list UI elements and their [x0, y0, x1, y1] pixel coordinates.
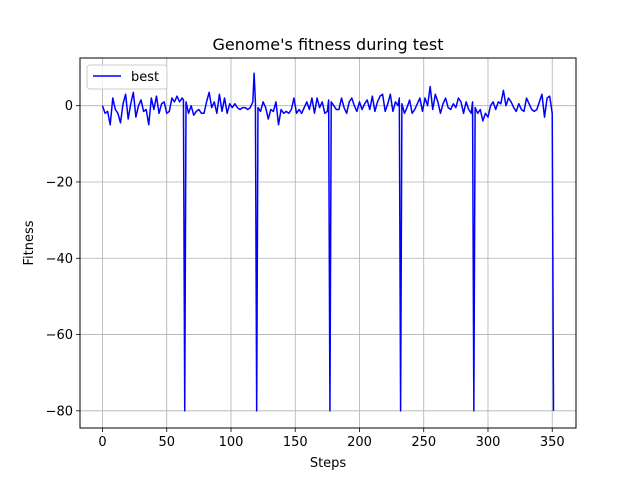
x-tick-label: 300	[476, 435, 501, 450]
x-tick-label: 100	[219, 435, 244, 450]
plot-frame	[79, 57, 577, 429]
x-tick-label: 0	[98, 435, 106, 450]
axis-ticks: 0 50 100 150 200 250 300 350 −80 −60 −40 −20 0	[46, 99, 565, 450]
series-lines	[101, 72, 555, 412]
chart-title: Genome's fitness during test	[213, 35, 444, 54]
x-axis-title: Steps	[310, 456, 347, 471]
legend-box	[86, 64, 168, 90]
x-tick-label: 350	[540, 435, 565, 450]
y-tick-label: −60	[46, 328, 73, 343]
legend: best	[86, 64, 168, 90]
x-tick-label: 150	[283, 435, 308, 450]
series-line-best	[101, 72, 555, 412]
y-axis-title: Fitness	[22, 220, 37, 265]
y-tick-label: −40	[46, 252, 73, 267]
legend-label-best: best	[131, 70, 159, 85]
x-tick-label: 50	[158, 435, 175, 450]
y-tick-label: −80	[46, 404, 73, 419]
y-tick-label: −20	[46, 175, 73, 190]
x-tick-label: 250	[411, 435, 436, 450]
x-tick-label: 200	[347, 435, 372, 450]
y-tick-label: 0	[65, 99, 73, 114]
